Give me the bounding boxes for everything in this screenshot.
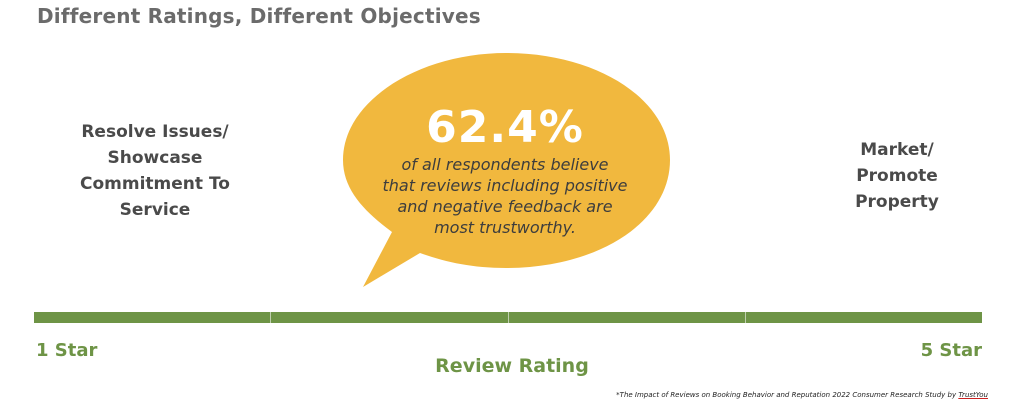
high-rating-objective-line: Promote: [856, 166, 938, 186]
rating-scale-bar: [34, 312, 982, 323]
low-rating-objective: Resolve Issues/ Showcase Commitment To S…: [40, 119, 270, 223]
scale-min-label: 1 Star: [36, 340, 98, 361]
scale-axis-title: Review Rating: [435, 355, 589, 377]
low-rating-objective-line: Showcase: [107, 148, 203, 168]
scale-max-label: 5 Star: [920, 340, 982, 361]
scale-segment: [508, 312, 746, 323]
high-rating-objective-line: Market/: [860, 140, 934, 160]
statistic-description-line: of all respondents believe: [401, 155, 609, 174]
statistic-description-line: and negative feedback are: [397, 197, 613, 216]
low-rating-objective-line: Resolve Issues/: [81, 122, 229, 142]
statistic-description: of all respondents believe that reviews …: [355, 154, 655, 238]
slide-title: Different Ratings, Different Objectives: [37, 4, 481, 28]
bubble-content: 62.4% of all respondents believe that re…: [355, 104, 655, 238]
speech-bubble-shape: [343, 53, 670, 287]
scale-segment: [34, 312, 272, 323]
footnote-text: *The Impact of Reviews on Booking Behavi…: [616, 391, 959, 399]
low-rating-objective-line: Commitment To: [80, 174, 230, 194]
low-rating-objective-line: Service: [119, 200, 191, 220]
scale-segment: [271, 312, 509, 323]
high-rating-objective-line: Property: [855, 192, 939, 212]
statistic-description-line: most trustworthy.: [434, 218, 576, 237]
statistic-description-line: that reviews including positive: [382, 176, 628, 195]
high-rating-objective: Market/ Promote Property: [812, 137, 982, 215]
trust-statistic: 62.4%: [426, 102, 584, 153]
source-footnote: *The Impact of Reviews on Booking Behavi…: [616, 391, 988, 399]
footnote-brand: TrustYou: [958, 391, 988, 399]
scale-segment: [745, 312, 982, 323]
